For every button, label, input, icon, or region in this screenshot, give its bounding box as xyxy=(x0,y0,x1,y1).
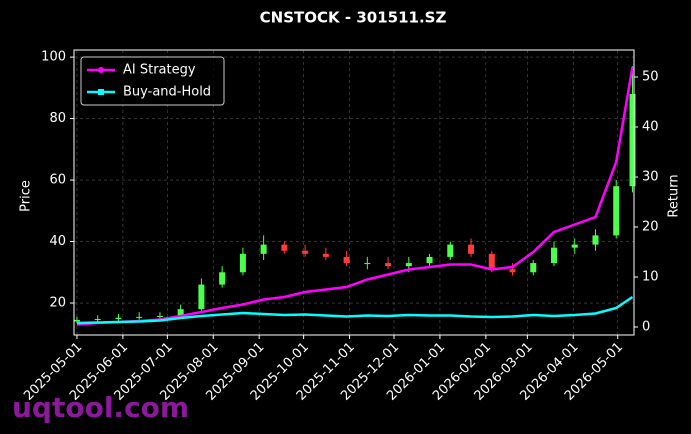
y2-tick-label: 40 xyxy=(642,120,659,135)
legend-label: AI Strategy xyxy=(123,63,196,78)
y-tick-label: 60 xyxy=(49,173,66,188)
candle-body xyxy=(115,317,122,320)
candle-body xyxy=(364,263,371,265)
y2-tick-label: 20 xyxy=(642,220,659,235)
y-tick-label: 20 xyxy=(49,296,66,311)
candle-body xyxy=(613,186,620,236)
plot-frame xyxy=(73,49,635,336)
candle-body xyxy=(468,244,475,254)
candle-body xyxy=(260,244,267,254)
chart-title: CNSTOCK - 301511.SZ xyxy=(260,9,447,27)
candle-body xyxy=(509,269,516,273)
y2-tick-label: 30 xyxy=(642,170,659,185)
candle-body xyxy=(302,250,309,254)
candle-body xyxy=(73,319,80,322)
candle-body xyxy=(156,315,163,317)
candle-body xyxy=(219,272,226,285)
candle-body xyxy=(426,256,433,264)
y2-axis-label: Return xyxy=(667,174,682,217)
candle-body xyxy=(385,263,392,267)
candle-body xyxy=(447,244,454,257)
legend-marker xyxy=(98,67,104,73)
candle-body xyxy=(530,263,537,273)
y2-tick-label: 0 xyxy=(642,320,650,335)
candle-body xyxy=(592,235,599,245)
series-line xyxy=(76,66,634,326)
legend-marker xyxy=(98,89,104,95)
candle-body xyxy=(136,316,143,318)
y-tick-label: 40 xyxy=(49,234,66,249)
y2-tick-label: 10 xyxy=(642,270,659,285)
y-tick-label: 100 xyxy=(41,50,66,65)
candle-body xyxy=(177,309,184,316)
candle-body xyxy=(281,244,288,251)
y-axis-label: Price xyxy=(19,180,34,212)
candle-body xyxy=(488,253,495,270)
series-line xyxy=(76,295,634,325)
candle-body xyxy=(198,284,205,310)
watermark: uqtool.com xyxy=(12,391,189,424)
candle-body xyxy=(405,263,412,267)
legend-label: Buy-and-Hold xyxy=(123,85,211,100)
y2-tick-label: 50 xyxy=(642,70,659,85)
candle-body xyxy=(94,319,101,321)
candle-body xyxy=(551,247,557,264)
candle-body xyxy=(239,253,246,273)
legend-box xyxy=(80,56,225,106)
candle-body xyxy=(571,244,578,248)
candle-body xyxy=(629,93,636,187)
candle-body xyxy=(322,253,329,257)
candle-body xyxy=(343,256,350,264)
y-tick-label: 80 xyxy=(49,111,66,126)
